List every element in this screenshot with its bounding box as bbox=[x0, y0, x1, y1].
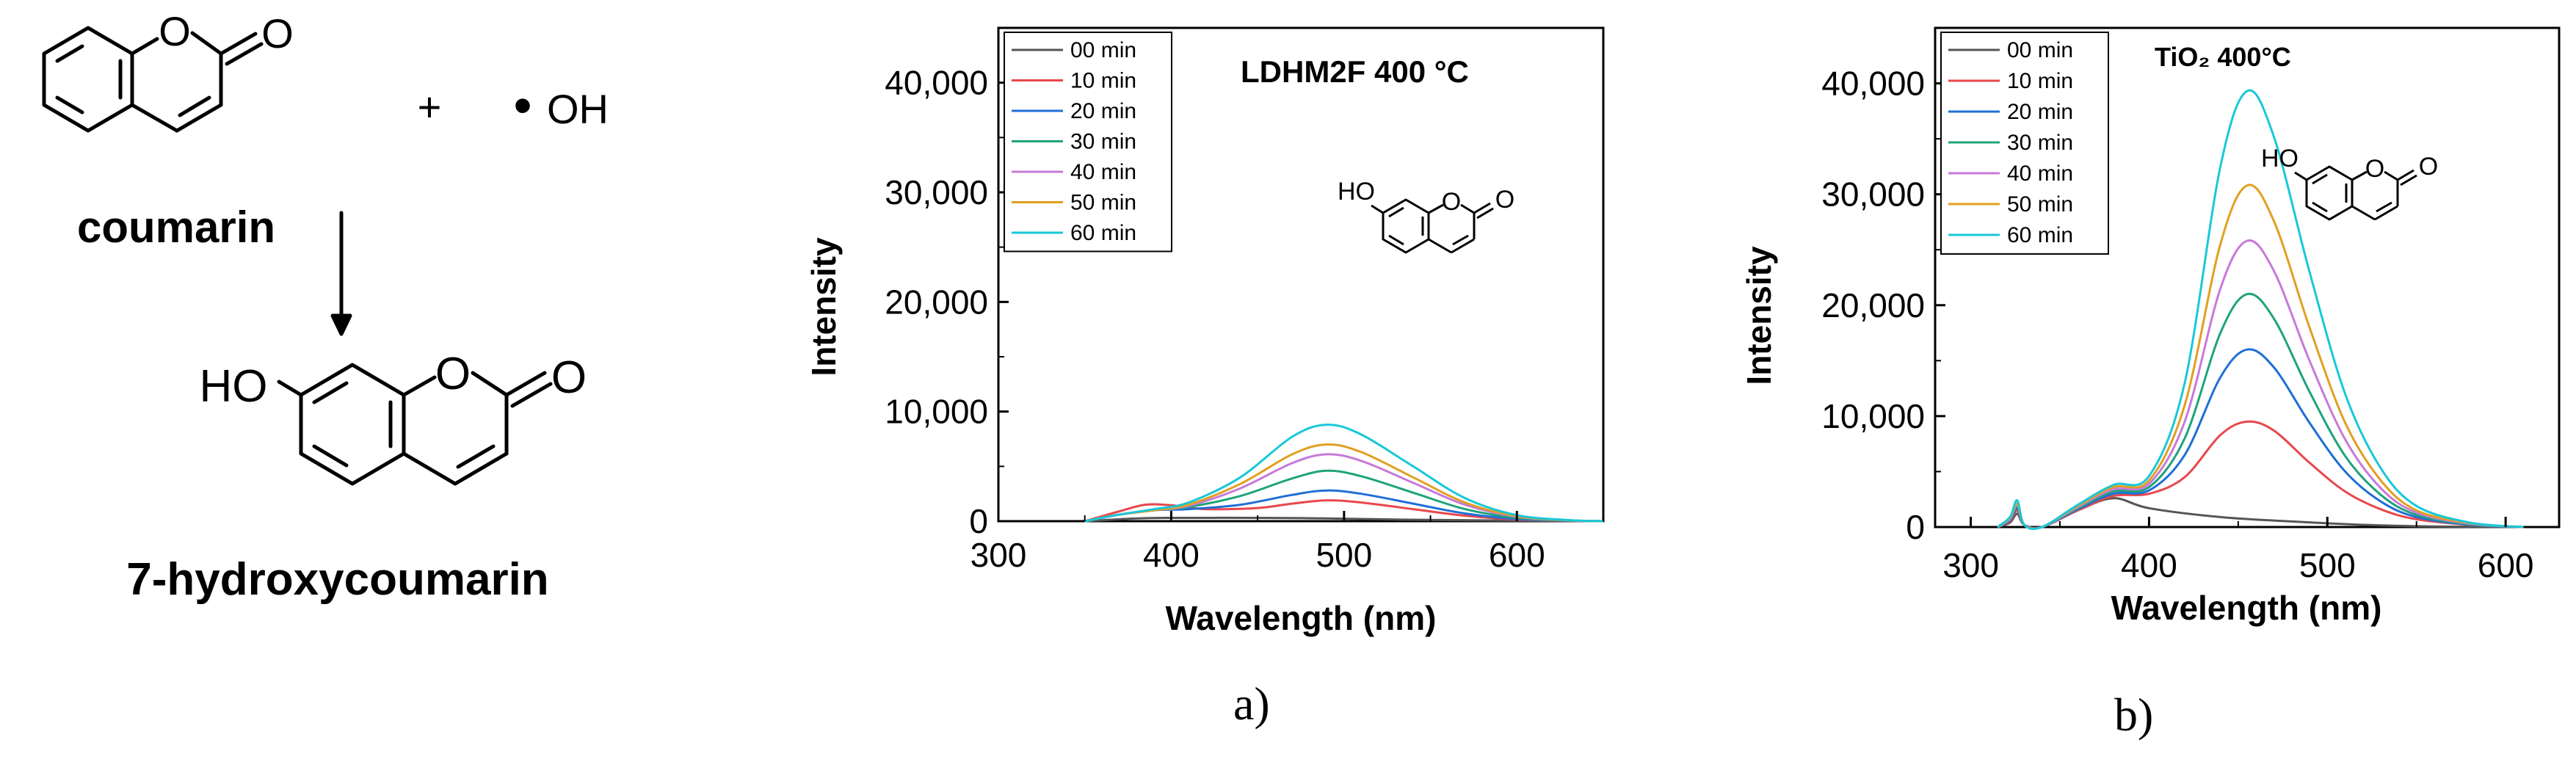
series-line bbox=[1997, 292, 2524, 530]
x-tick-label: 400 bbox=[1143, 536, 1200, 574]
series-line bbox=[1997, 239, 2524, 530]
legend: 00 min 10 min 20 min 30 min 40 min 50 min 60 m… bbox=[1940, 32, 2109, 255]
x-axis-label: Wavelength (nm) bbox=[2111, 589, 2382, 627]
hydroxycoumarin-structure bbox=[277, 363, 553, 486]
legend: 00 min 10 min 20 min 30 min 40 min 50 min 60 m… bbox=[1004, 32, 1172, 253]
y-tick-label: 30,000 bbox=[885, 173, 988, 211]
plus-sign: + bbox=[418, 84, 442, 130]
inset-ring-oxygen-label: O bbox=[2365, 155, 2384, 183]
product-carbonyl-oxygen-label: O bbox=[551, 352, 587, 403]
series-line bbox=[1084, 516, 1604, 523]
series-line bbox=[1997, 497, 2524, 529]
x-axis-label: Wavelength (nm) bbox=[1166, 599, 1437, 637]
y-tick-label: 20,000 bbox=[885, 283, 988, 321]
hydroxyl-radical-label: OH bbox=[547, 86, 609, 132]
carbonyl-oxygen-label: O bbox=[261, 10, 294, 57]
panel-label-b: b) bbox=[2114, 689, 2153, 741]
y-tick-label: 40,000 bbox=[1821, 65, 1925, 103]
legend-label: 50 min bbox=[2007, 192, 2073, 217]
legend-label: 20 min bbox=[1070, 99, 1136, 123]
chart-a: 300 400 500 600 0 10,000 20,000 30,000 40,000 00… bbox=[805, 26, 1605, 637]
series-line bbox=[1997, 420, 2524, 530]
y-axis-label: Intensity bbox=[805, 237, 843, 377]
series-lines bbox=[1997, 89, 2524, 531]
coumarin-name: coumarin bbox=[77, 203, 275, 252]
legend-label: 60 min bbox=[1070, 221, 1136, 245]
axis-ticks: 300 400 500 600 0 10,000 20,000 30,000 40,000 bbox=[885, 64, 1604, 574]
inset-molecule-labels: HO O O bbox=[1338, 178, 1514, 216]
series-line bbox=[1997, 89, 2524, 531]
inset-molecule bbox=[2294, 165, 2417, 221]
legend-label: 50 min bbox=[1070, 191, 1136, 215]
chart-title: LDHM2F 400 °C bbox=[1241, 54, 1469, 89]
legend-label: 30 min bbox=[1070, 130, 1136, 154]
radical-dot: • bbox=[513, 76, 531, 135]
legend-label: 40 min bbox=[1070, 160, 1136, 184]
y-tick-label: 0 bbox=[969, 502, 988, 540]
x-tick-label: 500 bbox=[2299, 546, 2356, 584]
y-axis-label: Intensity bbox=[1740, 246, 1778, 385]
series-lines bbox=[1084, 424, 1604, 523]
y-tick-label: 20,000 bbox=[1821, 286, 1925, 324]
legend-label: 10 min bbox=[1070, 69, 1136, 93]
x-tick-label: 300 bbox=[1942, 546, 1999, 584]
inset-hydroxyl-label: HO bbox=[2261, 145, 2299, 172]
panel-label-a: a) bbox=[1233, 678, 1270, 730]
inset-molecule bbox=[1371, 198, 1494, 254]
reaction-arrow bbox=[330, 211, 352, 336]
legend-label: 20 min bbox=[2007, 100, 2073, 124]
y-tick-label: 10,000 bbox=[1821, 397, 1925, 435]
legend-label: 60 min bbox=[2007, 223, 2073, 247]
x-tick-label: 400 bbox=[2121, 546, 2177, 584]
inset-hydroxyl-label: HO bbox=[1338, 178, 1375, 206]
x-tick-label: 600 bbox=[2478, 546, 2534, 584]
y-tick-label: 40,000 bbox=[885, 64, 988, 102]
ring-oxygen-label: O bbox=[159, 8, 191, 54]
plot-frame bbox=[1934, 26, 2561, 529]
product-ring-oxygen-label: O bbox=[435, 349, 471, 399]
inset-molecule-labels: HO O O bbox=[2261, 145, 2438, 183]
hydroxycoumarin-name: 7-hydroxycoumarin bbox=[126, 554, 548, 605]
reaction-scheme bbox=[42, 26, 553, 486]
x-tick-label: 500 bbox=[1316, 536, 1372, 574]
legend-label: 40 min bbox=[2007, 161, 2073, 186]
legend-label: 00 min bbox=[1070, 38, 1136, 62]
hydroxyl-label: HO bbox=[200, 361, 268, 412]
legend-label: 10 min bbox=[2007, 69, 2073, 93]
coumarin-structure bbox=[42, 26, 264, 133]
series-line bbox=[1997, 348, 2524, 530]
x-tick-label: 600 bbox=[1489, 536, 1545, 574]
legend-label: 00 min bbox=[2007, 38, 2073, 62]
chart-b: 300 400 500 600 0 10,000 20,000 30,000 40,000 00… bbox=[1740, 26, 2561, 627]
axis-ticks: 300 400 500 600 0 10,000 20,000 30,000 40,000 bbox=[1821, 65, 2533, 584]
x-tick-label: 300 bbox=[970, 536, 1027, 574]
y-tick-label: 0 bbox=[1906, 508, 1925, 546]
chart-title: TiO₂ 400°C bbox=[2155, 42, 2291, 72]
plot-frame bbox=[997, 26, 1605, 523]
inset-carbonyl-oxygen-label: O bbox=[1495, 186, 1514, 214]
y-tick-label: 30,000 bbox=[1821, 175, 1925, 214]
y-tick-label: 10,000 bbox=[885, 393, 988, 431]
inset-ring-oxygen-label: O bbox=[1442, 188, 1461, 216]
legend-label: 30 min bbox=[2007, 131, 2073, 155]
scheme-labels: O O + • OH coumarin HO O O 7-hydroxycoum… bbox=[77, 8, 609, 605]
inset-carbonyl-oxygen-label: O bbox=[2419, 153, 2438, 181]
